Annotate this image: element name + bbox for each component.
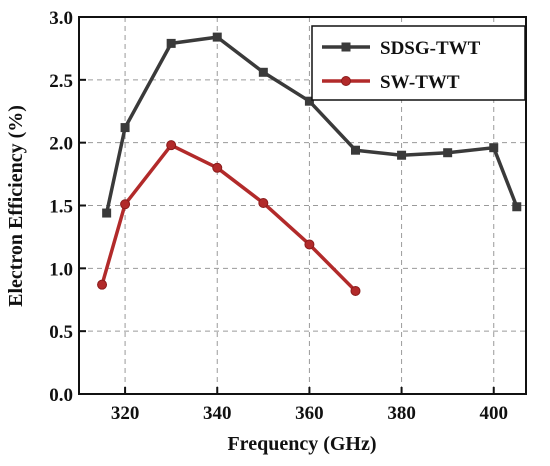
- data-point-sw-twt: [350, 285, 361, 296]
- y-tick-label: 1.5: [49, 197, 73, 218]
- data-point-sw-twt: [304, 239, 315, 250]
- x-tick-label: 360: [295, 403, 324, 424]
- legend-entry-sw-twt: SW-TWT: [322, 72, 460, 93]
- x-axis-title: Frequency (GHz): [227, 433, 376, 455]
- axis-ticks: 320 340 360 380 400 0.0 0.5 1.0 1.5 2.0 2.5 3.0: [49, 8, 508, 424]
- y-tick-label: 2.0: [49, 134, 73, 155]
- y-tick-label: 3.0: [49, 8, 73, 29]
- data-point-sdsg-twt: [166, 38, 176, 48]
- series-sdsg-twt: [102, 32, 522, 218]
- data-point-sdsg-twt: [350, 145, 360, 155]
- legend-entry-sdsg-twt: SDSG-TWT: [322, 38, 481, 59]
- legend-marker-sw-twt: [341, 76, 351, 86]
- y-tick-label: 1.0: [49, 259, 73, 280]
- legend-label-sw-twt: SW-TWT: [380, 72, 460, 93]
- y-tick-label: 0.5: [49, 322, 73, 343]
- series-line-sw-twt: [100, 143, 357, 293]
- x-tick-label: 400: [479, 403, 508, 424]
- legend-box: [311, 25, 526, 101]
- y-axis-title: Electron Efficiency (%): [5, 105, 27, 307]
- data-point-sdsg-twt: [443, 148, 453, 158]
- legend-label-sdsg-twt: SDSG-TWT: [380, 38, 481, 59]
- data-point-sw-twt: [97, 279, 108, 290]
- data-point-sdsg-twt: [304, 96, 314, 106]
- data-point-sdsg-twt: [489, 143, 499, 153]
- data-point-sw-twt: [120, 199, 131, 210]
- legend-marker-sdsg-twt: [341, 42, 351, 52]
- data-point-sw-twt: [166, 140, 177, 151]
- data-point-sdsg-twt: [512, 202, 522, 212]
- data-point-sw-twt: [258, 197, 269, 208]
- data-point-sw-twt: [212, 162, 223, 173]
- data-point-sdsg-twt: [120, 123, 130, 133]
- y-tick-label: 0.0: [49, 385, 73, 406]
- series-layer: [97, 32, 522, 296]
- data-point-sdsg-twt: [397, 150, 407, 160]
- x-tick-label: 340: [203, 403, 232, 424]
- legend: SDSG-TWT SW-TWT: [311, 25, 526, 101]
- data-point-sdsg-twt: [258, 67, 268, 77]
- x-tick-label: 320: [111, 403, 140, 424]
- y-tick-label: 2.5: [49, 71, 73, 92]
- series-sw-twt: [97, 140, 361, 296]
- x-tick-label: 380: [387, 403, 416, 424]
- data-point-sdsg-twt: [102, 208, 112, 218]
- data-point-sdsg-twt: [212, 32, 222, 42]
